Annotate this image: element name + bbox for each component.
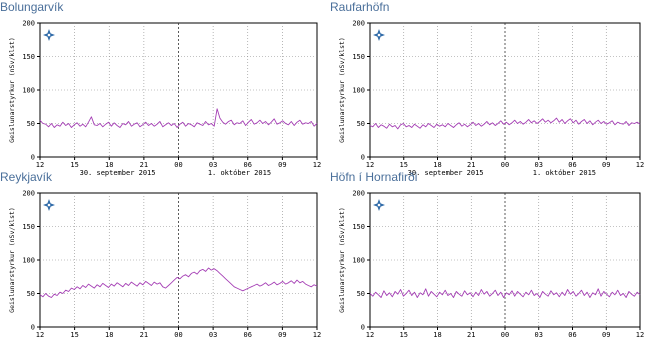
x-tick-label: 12: [366, 331, 374, 339]
x-tick-label: 06: [568, 331, 576, 339]
x-tick-label: 12: [366, 161, 374, 169]
x-tick-label: 06: [244, 161, 252, 169]
y-axis-label: Geislunarstyrkur (nSv/klst): [8, 37, 16, 143]
series-line: [369, 288, 641, 298]
chart-panel-bolungarvik: Bolungarvík 0 50 100 150 200 12 15 18 21 00 03 06 09…: [0, 0, 323, 178]
x-tick-label: 09: [278, 331, 286, 339]
x-tick-label: 09: [602, 161, 610, 169]
y-axis-label: Geislunarstyrkur (nSv/klst): [338, 37, 346, 143]
y-axis-label: Geislunarstyrkur (nSv/klst): [8, 207, 16, 313]
x-tick-label: 12: [36, 161, 44, 169]
x-tick-label: 06: [568, 161, 576, 169]
y-tick-label: 100: [22, 257, 35, 265]
x-tick-label: 18: [105, 331, 113, 339]
x-tick-label: 15: [400, 161, 408, 169]
chart-title: Höfn í Hornafirði: [330, 170, 418, 184]
x-tick-label: 12: [313, 161, 321, 169]
y-tick-label: 200: [22, 20, 35, 28]
x-tick-label: 03: [209, 161, 217, 169]
y-tick-label: 100: [352, 257, 365, 265]
x-tick-label: 00: [174, 331, 182, 339]
series-line: [39, 267, 318, 298]
x-tick-label: 03: [209, 331, 217, 339]
x-tick-label: 03: [535, 161, 543, 169]
y-tick-label: 150: [22, 223, 35, 231]
chart-title: Raufarhöfn: [330, 0, 390, 14]
y-tick-label: 200: [22, 190, 35, 198]
chart-panel-reykjavik: Reykjavík 0 50 100 150 200 12 15 18 21 00 03 06 09 12…: [0, 170, 323, 339]
y-tick-label: 0: [361, 154, 365, 162]
y-tick-label: 0: [31, 154, 35, 162]
x-tick-label: 09: [278, 161, 286, 169]
x-tick-label: 00: [501, 331, 509, 339]
y-tick-label: 0: [361, 324, 365, 332]
x-tick-label: 12: [636, 161, 644, 169]
y-tick-label: 50: [357, 120, 365, 128]
star-logo-icon: [43, 29, 55, 41]
x-tick-label: 12: [636, 331, 644, 339]
x-tick-label: 00: [501, 161, 509, 169]
x-tick-label: 21: [140, 161, 148, 169]
y-tick-label: 100: [22, 87, 35, 95]
star-logo-icon: [373, 29, 385, 41]
date-label: 30. september 2015: [408, 169, 484, 177]
chart-svg: 0 50 100 150 200 12 15 18 21 00 03 06 09 12 30. septem…: [8, 20, 321, 178]
chart-panel-raufarhofn: Raufarhöfn 0 50 100 150 200 12 15 18 21 00 03 06 09 1…: [330, 0, 646, 178]
chart-title: Reykjavík: [0, 170, 53, 184]
x-tick-label: 18: [433, 161, 441, 169]
x-tick-label: 18: [105, 161, 113, 169]
x-tick-label: 15: [70, 161, 78, 169]
x-tick-label: 00: [174, 161, 182, 169]
x-tick-label: 21: [140, 331, 148, 339]
star-logo-icon: [373, 199, 385, 211]
chart-title: Bolungarvík: [0, 0, 64, 14]
chart-panel-hofn: Höfn í Hornafirði 0 50 100 150 200 12 15 18 21 00…: [330, 170, 646, 339]
y-tick-label: 150: [352, 223, 365, 231]
x-tick-label: 06: [244, 331, 252, 339]
x-tick-label: 03: [535, 331, 543, 339]
chart-svg: 0 50 100 150 200 12 15 18 21 00 03 06 09 12 30. septem…: [338, 20, 644, 178]
x-tick-label: 15: [70, 331, 78, 339]
series-line: [39, 108, 318, 128]
x-tick-label: 15: [400, 331, 408, 339]
y-tick-label: 200: [352, 190, 365, 198]
x-tick-label: 18: [433, 331, 441, 339]
y-tick-label: 50: [27, 120, 35, 128]
date-label: 30. september 2015: [80, 169, 156, 177]
x-tick-label: 21: [467, 161, 475, 169]
y-tick-label: 0: [31, 324, 35, 332]
date-label: 1. október 2015: [533, 169, 596, 177]
y-tick-label: 150: [22, 53, 35, 61]
date-label: 1. október 2015: [208, 169, 271, 177]
x-tick-label: 12: [313, 331, 321, 339]
y-axis-label: Geislunarstyrkur (nSv/klst): [338, 207, 346, 313]
y-tick-label: 100: [352, 87, 365, 95]
series-line: [369, 117, 641, 130]
y-tick-label: 50: [27, 290, 35, 298]
star-logo-icon: [43, 199, 55, 211]
y-tick-label: 200: [352, 20, 365, 28]
y-tick-label: 150: [352, 53, 365, 61]
y-tick-label: 50: [357, 290, 365, 298]
x-tick-label: 21: [467, 331, 475, 339]
x-tick-label: 12: [36, 331, 44, 339]
x-tick-label: 09: [602, 331, 610, 339]
